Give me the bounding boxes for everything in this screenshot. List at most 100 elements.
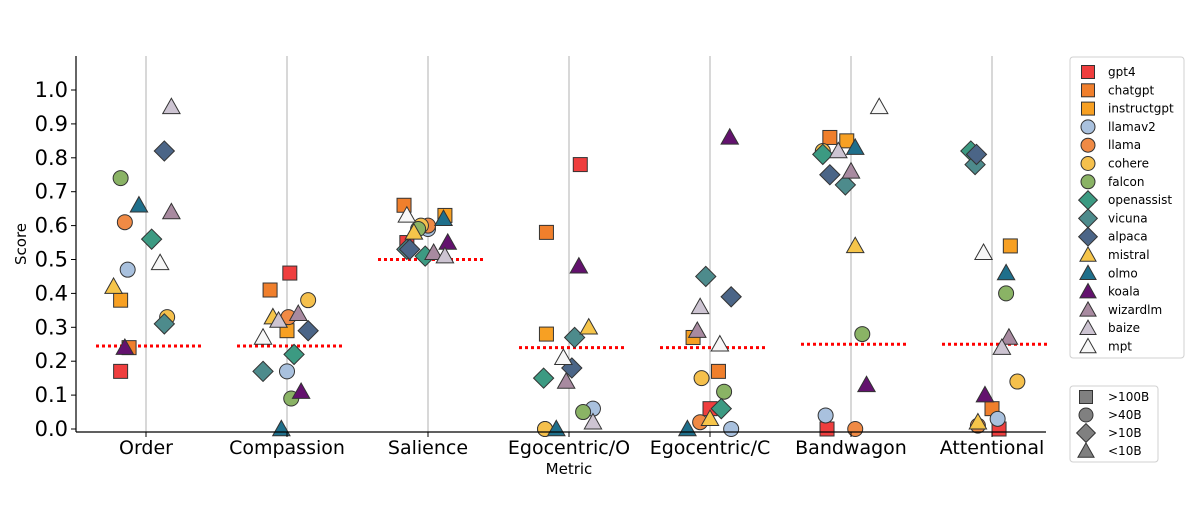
baseline-lines	[96, 258, 1050, 350]
point-wizardlm	[556, 371, 576, 389]
point-falcon	[575, 404, 592, 421]
point-mpt	[553, 348, 573, 366]
point-instructgpt	[538, 326, 554, 342]
point-gpt4	[113, 363, 129, 379]
point-gpt4	[282, 265, 298, 281]
size-legend-box	[1069, 385, 1159, 463]
point-falcon	[998, 285, 1015, 302]
point-chatgpt	[538, 224, 554, 240]
y-tick-label: 0.5	[35, 248, 68, 272]
size-legend-label: <10B	[1108, 444, 1142, 458]
legend-marker-llama	[1080, 137, 1096, 153]
legend-box	[1069, 56, 1185, 359]
point-falcon	[854, 326, 871, 343]
legend-marker-mistral	[1079, 245, 1097, 262]
point-olmo	[996, 263, 1016, 281]
size-legend-marker	[1079, 390, 1093, 404]
point-wizardlm	[687, 320, 707, 338]
y-tick-label: 1.0	[35, 78, 68, 102]
size-legend-marker	[1077, 441, 1095, 458]
point-openassist	[710, 397, 733, 420]
point-baize	[583, 412, 603, 430]
legend-marker-wizardlm	[1079, 300, 1097, 317]
point-wizardlm	[999, 327, 1019, 345]
point-llamav2	[119, 261, 136, 278]
legend-marker-chatgpt	[1081, 83, 1095, 98]
legend-label: wizardlm	[1108, 303, 1162, 317]
point-falcon	[716, 383, 733, 400]
point-koala	[975, 385, 995, 403]
legend-label: openassist	[1108, 193, 1172, 207]
point-instructgpt	[113, 292, 129, 308]
point-baize	[828, 141, 848, 159]
point-chatgpt	[822, 129, 838, 145]
y-axis-label: Score	[12, 223, 30, 265]
y-tick-label: 0.0	[35, 417, 68, 441]
point-vicuna	[252, 360, 274, 383]
point-koala	[720, 127, 740, 145]
x-tick-label: Attentional	[940, 437, 1045, 459]
y-tick-label: 0.3	[35, 315, 68, 339]
point-koala	[569, 256, 589, 274]
size-legend-marker	[1078, 407, 1094, 423]
point-cohere	[300, 292, 317, 309]
point-alpaca	[297, 319, 319, 342]
legend-marker-instructgpt	[1081, 101, 1095, 116]
point-baize	[435, 246, 455, 264]
x-tick-label: Egocentric/C	[650, 437, 771, 459]
point-koala	[115, 337, 135, 355]
point-alpaca	[153, 140, 176, 162]
point-openassist	[140, 228, 163, 250]
point-koala	[291, 382, 311, 399]
point-vicuna	[694, 265, 717, 288]
point-mpt	[397, 205, 417, 223]
size-legend: >100B >40B >10B <10B	[1069, 385, 1159, 463]
legend-label: falcon	[1108, 175, 1144, 189]
point-mistral	[404, 222, 424, 240]
legend-label: baize	[1108, 321, 1140, 335]
point-mistral	[845, 236, 865, 254]
point-wizardlm	[841, 161, 861, 179]
point-openassist	[812, 143, 834, 166]
point-openassist	[532, 367, 555, 389]
point-mistral	[968, 412, 988, 430]
point-mpt	[253, 327, 273, 345]
point-alpaca	[965, 143, 988, 166]
y-tick-label: 0.4	[35, 281, 68, 305]
point-olmo	[433, 209, 454, 227]
point-vicuna	[834, 174, 857, 196]
legend-label: cohere	[1108, 157, 1149, 171]
y-tick-label: 0.2	[35, 349, 68, 373]
point-alpaca	[398, 238, 421, 261]
point-baize	[690, 297, 710, 315]
point-koala	[856, 375, 877, 393]
y-tick-label: 0.1	[35, 383, 68, 407]
point-mpt	[869, 97, 889, 115]
point-openassist	[283, 343, 305, 366]
x-axis-label: Metric	[546, 460, 593, 478]
legend-marker-falcon	[1080, 174, 1096, 190]
y-tick-label: 0.9	[35, 112, 68, 136]
legend-label: mpt	[1108, 340, 1132, 354]
point-wizardlm	[161, 202, 181, 220]
legend-label: instructgpt	[1108, 102, 1174, 116]
point-gpt4	[572, 157, 588, 173]
point-llamav2	[723, 421, 740, 437]
point-gpt4	[819, 421, 835, 437]
size-legend-label: >100B	[1108, 390, 1149, 404]
legend-label: llama	[1108, 138, 1141, 152]
point-wizardlm	[424, 243, 444, 260]
x-tick-label: Compassion	[229, 437, 345, 459]
legend-label: olmo	[1108, 266, 1138, 280]
size-legend-label: >10B	[1108, 426, 1142, 440]
point-falcon	[112, 170, 129, 187]
point-vicuna	[153, 313, 176, 335]
point-mpt	[710, 334, 730, 352]
point-mistral	[700, 409, 720, 427]
point-baize	[161, 97, 181, 115]
data-points	[104, 97, 1026, 437]
legend-marker-gpt4	[1081, 65, 1095, 79]
legend-label: gpt4	[1108, 65, 1136, 79]
point-llamav2	[817, 407, 834, 424]
